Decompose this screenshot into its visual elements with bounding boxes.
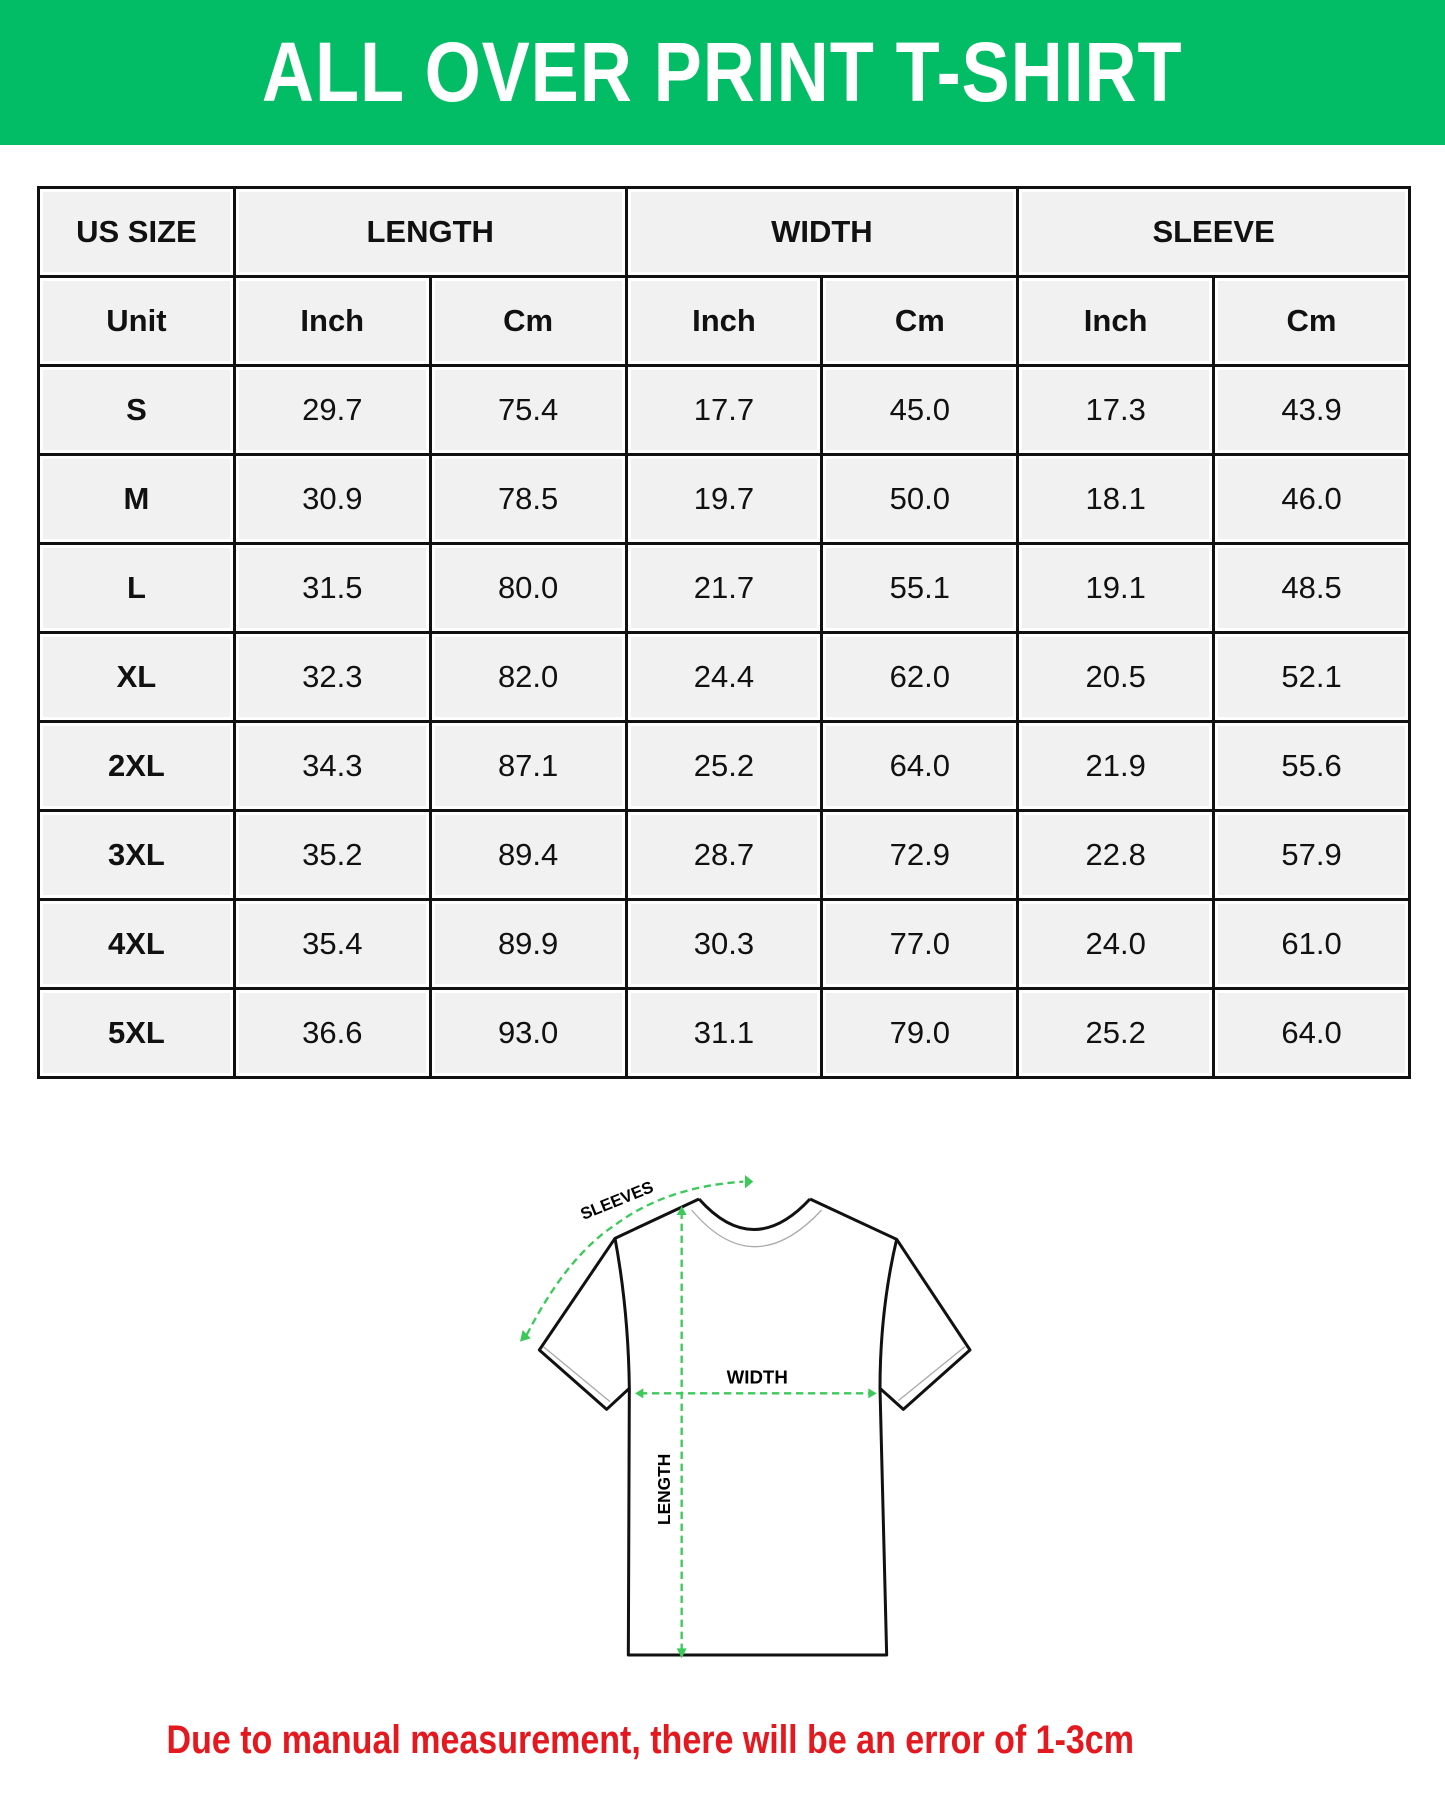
value-cell: 28.7 — [624, 809, 824, 901]
size-cell: 2XL — [37, 720, 236, 812]
value-cell: 19.7 — [624, 453, 824, 545]
value-cell: 22.8 — [1016, 809, 1216, 901]
value-cell: 93.0 — [428, 987, 628, 1079]
group-header-row: US SIZE LENGTH WIDTH SLEEVE — [37, 186, 1411, 278]
value-cell: 89.9 — [428, 898, 628, 990]
value-cell: 30.3 — [624, 898, 824, 990]
tshirt-outline-icon — [537, 1197, 972, 1657]
value-cell: 61.0 — [1212, 898, 1411, 990]
value-cell: 52.1 — [1212, 631, 1411, 723]
title-banner: ALL OVER PRINT T-SHIRT — [0, 0, 1445, 145]
unit-header-row: Unit Inch Cm Inch Cm Inch Cm — [37, 275, 1411, 367]
size-cell: 4XL — [37, 898, 236, 990]
table-row: S 29.7 75.4 17.7 45.0 17.3 43.9 — [37, 364, 1411, 456]
value-cell: 31.1 — [624, 987, 824, 1079]
value-cell: 25.2 — [624, 720, 824, 812]
value-cell: 34.3 — [232, 720, 432, 812]
size-cell: S — [37, 364, 236, 456]
value-cell: 18.1 — [1016, 453, 1216, 545]
width-label: WIDTH — [727, 1366, 788, 1387]
value-cell: 72.9 — [820, 809, 1020, 901]
length-label: LENGTH — [654, 1454, 674, 1525]
header-us-size: US SIZE — [37, 186, 236, 278]
value-cell: 79.0 — [820, 987, 1020, 1079]
value-cell: 35.2 — [232, 809, 432, 901]
value-cell: 19.1 — [1016, 542, 1216, 634]
value-cell: 82.0 — [428, 631, 628, 723]
table-row: 4XL 35.4 89.9 30.3 77.0 24.0 61.0 — [37, 898, 1411, 990]
value-cell: 24.4 — [624, 631, 824, 723]
value-cell: 31.5 — [232, 542, 432, 634]
value-cell: 45.0 — [820, 364, 1020, 456]
header-width: WIDTH — [624, 186, 1020, 278]
value-cell: 64.0 — [820, 720, 1020, 812]
value-cell: 21.9 — [1016, 720, 1216, 812]
size-cell: XL — [37, 631, 236, 723]
value-cell: 75.4 — [428, 364, 628, 456]
value-cell: 20.5 — [1016, 631, 1216, 723]
value-cell: 48.5 — [1212, 542, 1411, 634]
value-cell: 55.1 — [820, 542, 1020, 634]
size-chart-table: US SIZE LENGTH WIDTH SLEEVE Unit Inch Cm… — [37, 186, 1411, 1079]
header-unit-cell: Inch — [624, 275, 824, 367]
value-cell: 78.5 — [428, 453, 628, 545]
table-row: M 30.9 78.5 19.7 50.0 18.1 46.0 — [37, 453, 1411, 545]
value-cell: 25.2 — [1016, 987, 1216, 1079]
header-sleeve: SLEEVE — [1016, 186, 1411, 278]
measurement-error-note: Due to manual measurement, there will be… — [166, 1718, 1134, 1762]
value-cell: 36.6 — [232, 987, 432, 1079]
value-cell: 89.4 — [428, 809, 628, 901]
header-unit: Unit — [37, 275, 236, 367]
size-cell: 3XL — [37, 809, 236, 901]
table-row: 3XL 35.2 89.4 28.7 72.9 22.8 57.9 — [37, 809, 1411, 901]
header-length: LENGTH — [232, 186, 628, 278]
size-cell: 5XL — [37, 987, 236, 1079]
table-row: 2XL 34.3 87.1 25.2 64.0 21.9 55.6 — [37, 720, 1411, 812]
page-title: ALL OVER PRINT T-SHIRT — [262, 25, 1183, 119]
value-cell: 80.0 — [428, 542, 628, 634]
table-row: L 31.5 80.0 21.7 55.1 19.1 48.5 — [37, 542, 1411, 634]
sleeves-label: SLEEVES — [578, 1177, 656, 1223]
value-cell: 87.1 — [428, 720, 628, 812]
value-cell: 55.6 — [1212, 720, 1411, 812]
table-row: XL 32.3 82.0 24.4 62.0 20.5 52.1 — [37, 631, 1411, 723]
header-unit-cell: Inch — [1016, 275, 1216, 367]
tshirt-measurement-diagram: SLEEVES WIDTH LENGTH — [520, 1175, 972, 1659]
value-cell: 62.0 — [820, 631, 1020, 723]
value-cell: 17.7 — [624, 364, 824, 456]
value-cell: 64.0 — [1212, 987, 1411, 1079]
header-unit-cell: Inch — [232, 275, 432, 367]
value-cell: 17.3 — [1016, 364, 1216, 456]
size-cell: L — [37, 542, 236, 634]
value-cell: 29.7 — [232, 364, 432, 456]
measure-lines — [525, 1180, 872, 1650]
header-unit-cell: Cm — [428, 275, 628, 367]
value-cell: 57.9 — [1212, 809, 1411, 901]
value-cell: 50.0 — [820, 453, 1020, 545]
header-unit-cell: Cm — [1212, 275, 1411, 367]
value-cell: 46.0 — [1212, 453, 1411, 545]
value-cell: 77.0 — [820, 898, 1020, 990]
value-cell: 30.9 — [232, 453, 432, 545]
size-cell: M — [37, 453, 236, 545]
value-cell: 35.4 — [232, 898, 432, 990]
table-row: 5XL 36.6 93.0 31.1 79.0 25.2 64.0 — [37, 987, 1411, 1079]
value-cell: 43.9 — [1212, 364, 1411, 456]
value-cell: 21.7 — [624, 542, 824, 634]
value-cell: 32.3 — [232, 631, 432, 723]
header-unit-cell: Cm — [820, 275, 1020, 367]
value-cell: 24.0 — [1016, 898, 1216, 990]
